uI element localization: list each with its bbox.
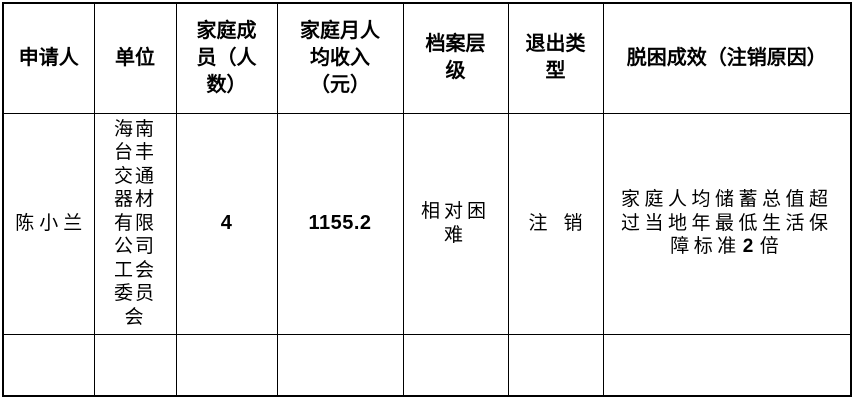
empty-cell-applicant (2, 333, 95, 397)
cell-unit: 海南台丰交通器材有限公司工会委员会 (93, 112, 177, 335)
header-cell-monthly-income: 家庭月人均收入（元） (276, 2, 404, 114)
data-row: 陈小兰 海南台丰交通器材有限公司工会委员会 4 1155.2 相对困难 注销 家… (2, 112, 852, 335)
empty-cell-unit (93, 333, 177, 397)
cell-applicant: 陈小兰 (2, 112, 95, 335)
cell-exit-effect: 家庭人均储蓄总值超过当地年最低生活保障标准 2 倍 (602, 112, 852, 335)
cell-family-members: 4 (175, 112, 278, 335)
exit-effect-suffix: 倍 (759, 236, 784, 258)
header-cell-exit-effect: 脱困成效（注销原因） (602, 2, 852, 114)
empty-cell-exit-effect (602, 333, 852, 397)
header-cell-exit-type: 退出类型 (507, 2, 604, 114)
cell-monthly-income: 1155.2 (276, 112, 404, 335)
empty-cell-family-members (175, 333, 278, 397)
empty-cell-monthly-income (276, 333, 404, 397)
cell-file-level: 相对困难 (402, 112, 509, 335)
header-cell-family-members: 家庭成员（人数） (175, 2, 278, 114)
header-cell-unit: 单位 (93, 2, 177, 114)
header-row: 申请人 单位 家庭成员（人数） 家庭月人均收入（元） 档案层级 退出类型 脱困成… (2, 2, 852, 114)
empty-row (2, 333, 852, 397)
header-cell-file-level: 档案层级 (402, 2, 509, 114)
empty-cell-exit-type (507, 333, 604, 397)
empty-cell-file-level (402, 333, 509, 397)
exit-effect-text: 家庭人均储蓄总值超过当地年最低生活保障标准 (620, 189, 833, 258)
exit-effect-number: 2 (742, 236, 758, 258)
header-cell-applicant: 申请人 (2, 2, 95, 114)
poverty-exit-table: 申请人 单位 家庭成员（人数） 家庭月人均收入（元） 档案层级 退出类型 脱困成… (2, 2, 852, 397)
cell-exit-type: 注销 (507, 112, 604, 335)
